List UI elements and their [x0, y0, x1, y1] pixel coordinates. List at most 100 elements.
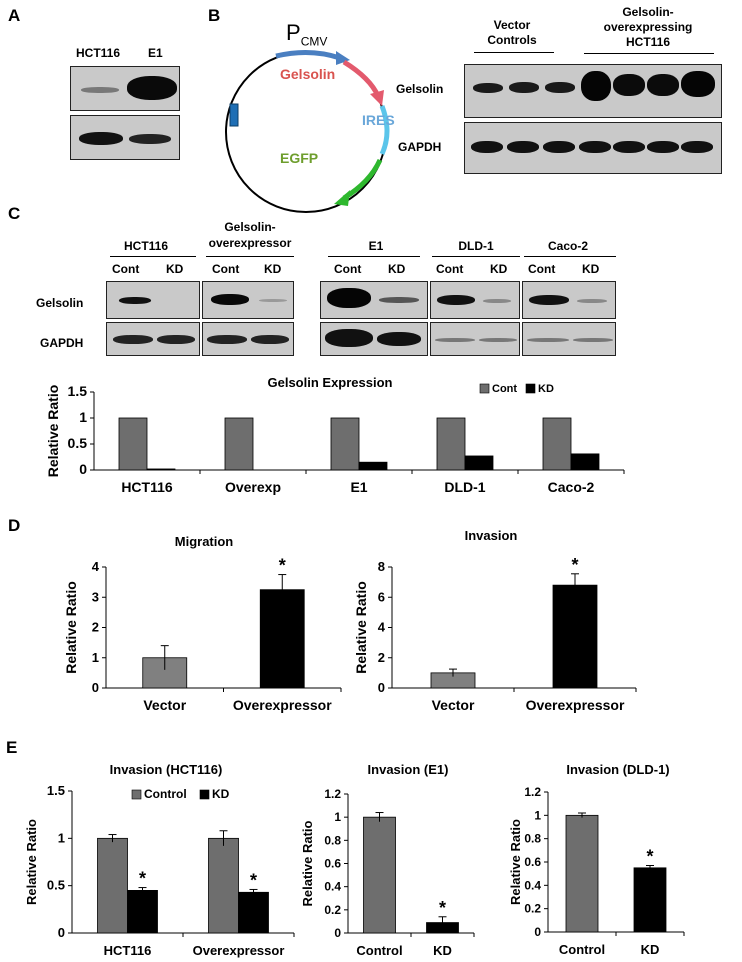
x-tick-label: Overexp: [225, 479, 281, 495]
bar: [208, 837, 239, 934]
blot-c-gapdh-dld1: [430, 322, 520, 356]
band: [509, 82, 539, 93]
band: [647, 74, 679, 96]
y-tick-label: 1: [534, 808, 541, 822]
band: [543, 141, 575, 153]
x-tick-label: KD: [641, 942, 660, 957]
y-tick-label: 0: [58, 925, 65, 940]
group-underline: [584, 53, 714, 54]
promoter-subscript: CMV: [300, 34, 328, 49]
band: [327, 288, 371, 308]
bar: [127, 889, 158, 934]
panel-letter-c: C: [8, 204, 21, 223]
y-tick-label: 4: [92, 559, 100, 574]
blot-c-gapdh-e1: [320, 322, 428, 356]
y-tick-label: 0.4: [324, 880, 341, 894]
x-tick-label: Vector: [143, 697, 186, 713]
band: [119, 297, 151, 304]
y-axis-label: Relative Ratio: [300, 820, 315, 906]
y-tick-label: 0.5: [47, 878, 65, 893]
group-underline: [328, 256, 420, 257]
y-tick-label: 1.2: [524, 785, 541, 799]
chart-migration: Migration Relative Ratio 0 1 2 3 4 Vector Overex…: [63, 534, 342, 713]
y-axis-label: Relative Ratio: [356, 581, 369, 674]
blot-c-gelsolin-overexp: [202, 281, 294, 319]
y-axis-label: Relative Ratio: [63, 581, 79, 674]
y-tick-label: 1.5: [68, 383, 88, 399]
y-tick-label: 1: [92, 650, 99, 665]
band: [507, 141, 539, 153]
y-tick-label: 0: [378, 680, 385, 695]
blot-c-gapdh-hct116: [106, 322, 200, 356]
significance-asterisk: *: [250, 870, 257, 890]
bar: [118, 417, 148, 471]
y-tick-label: 1: [58, 830, 65, 845]
band: [577, 299, 607, 303]
band: [529, 295, 569, 305]
y-tick-label: 2: [378, 650, 385, 665]
y-tick-label: 1.2: [324, 787, 341, 801]
y-tick-label: 6: [378, 589, 385, 604]
x-tick-label: Control: [559, 942, 605, 957]
bar: [552, 584, 598, 689]
legend-label: Cont: [492, 383, 517, 395]
egfp-label: EGFP: [280, 150, 319, 166]
y-tick-label: 0.2: [524, 902, 541, 916]
y-tick-label: 0.8: [324, 833, 341, 847]
legend-swatch: [525, 383, 536, 394]
group-header-overexp-line2: overexpressing: [603, 20, 693, 34]
panel-letter-b: B: [208, 6, 221, 25]
group-underline: [206, 256, 294, 257]
y-tick-label: 0: [334, 926, 341, 940]
panel-letter-e: E: [6, 738, 18, 757]
band: [681, 71, 715, 97]
band: [81, 87, 119, 93]
y-tick-label: 0: [79, 461, 87, 477]
y-tick-label: 8: [378, 559, 385, 574]
lane-label-cont: Cont: [528, 262, 556, 276]
group-header-e1: E1: [368, 239, 384, 253]
lane-label-kd: KD: [166, 262, 184, 276]
lane-label-kd: KD: [490, 262, 508, 276]
y-axis-label: Relative Ratio: [45, 385, 61, 478]
group-underline: [110, 256, 196, 257]
blot-c-gapdh-overexp: [202, 322, 294, 356]
band: [681, 141, 713, 153]
x-tick-label: HCT116: [104, 943, 152, 958]
band: [211, 294, 249, 305]
promoter-label: PCMV: [286, 20, 327, 48]
x-tick-label: HCT116: [121, 479, 173, 495]
bar: [238, 891, 269, 934]
y-axis-label: Relative Ratio: [508, 819, 523, 905]
y-tick-label: 4: [378, 620, 386, 635]
legend-label: KD: [538, 383, 554, 395]
band: [579, 141, 611, 153]
bar: [633, 867, 667, 933]
legend-swatch: [199, 789, 210, 800]
blot-b-gapdh: [464, 122, 722, 174]
lane-label-kd: KD: [264, 262, 282, 276]
group-header-overexp-line3: HCT116: [625, 35, 671, 49]
y-tick-label: 0.2: [324, 903, 341, 917]
blot-b-gelsolin: [464, 64, 722, 118]
y-tick-label: 0: [534, 925, 541, 939]
y-axis-label: Relative Ratio: [24, 819, 39, 905]
chart-title: Gelsolin Expression: [268, 375, 393, 390]
band: [157, 335, 195, 344]
lane-label-cont: Cont: [212, 262, 240, 276]
significance-asterisk: *: [439, 898, 446, 918]
x-tick-label: DLD-1: [444, 479, 485, 495]
row-label-gapdh: GAPDH: [398, 140, 442, 154]
band: [379, 297, 419, 303]
gene-label-gelsolin: Gelsolin: [280, 66, 336, 82]
blot-c-gelsolin-hct116: [106, 281, 200, 319]
y-tick-label: 0.6: [324, 857, 341, 871]
band: [613, 74, 645, 96]
band: [471, 141, 503, 153]
x-tick-label: Overexpressor: [193, 943, 285, 958]
x-tick-label: Vector: [432, 697, 475, 713]
blot-c-gelsolin-caco2: [522, 281, 616, 319]
blot-c-gelsolin-e1: [320, 281, 428, 319]
lane-label-kd: KD: [582, 262, 600, 276]
chart-title: Migration: [175, 534, 234, 549]
